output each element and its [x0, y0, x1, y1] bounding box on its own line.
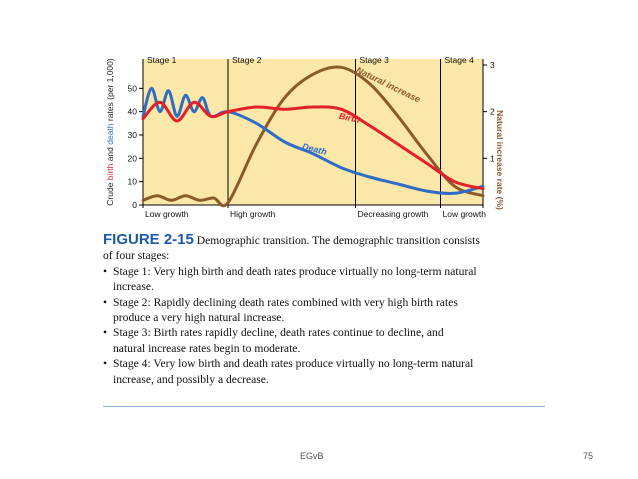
- left-tick-label-0: 0: [132, 200, 137, 210]
- stage-1-line2: increase.: [113, 280, 154, 294]
- right-tick-label-3: 3: [490, 60, 495, 70]
- growth-label-3: Decreasing growth: [358, 209, 429, 219]
- ylabel-part-death: death: [105, 123, 115, 145]
- ylabel-part-3: and: [105, 145, 115, 164]
- natural-increase-line: [141, 65, 485, 208]
- stage-4-bullet: • Stage 4: Very low birth and death rates…: [103, 356, 548, 387]
- ylabel-part-birth: birth: [105, 163, 115, 180]
- stage-label-2: Stage 2: [232, 55, 262, 65]
- growth-label-2: High growth: [230, 209, 276, 219]
- caption-intro: FIGURE 2-15 Demographic transition. The …: [103, 232, 548, 264]
- slide-number: 75: [583, 451, 594, 461]
- stage-3-line1: Stage 3: Birth rates rapidly decline, de…: [113, 326, 444, 340]
- stage-1-line1: Stage 1: Very high birth and death rates…: [113, 264, 477, 278]
- stage-4-line2: increase, and possibly a decrease.: [113, 372, 269, 386]
- caption-divider: [103, 406, 545, 407]
- stage-3-line2: natural increase rates begin to moderate…: [113, 341, 301, 355]
- ylabel-part-1: Crude: [105, 180, 115, 206]
- bullet-dot: •: [103, 357, 108, 371]
- birth-series-label: Birth: [338, 111, 361, 125]
- left-tick-label-10: 10: [128, 177, 138, 187]
- caption-intro-line1: Demographic transition. The demographic …: [196, 234, 480, 247]
- left-tick-label-30: 30: [128, 130, 138, 140]
- caption-intro-line2: of four stages:: [103, 249, 170, 263]
- bullet-dot: •: [103, 326, 108, 340]
- right-tick-label-1: 1: [490, 153, 495, 163]
- right-tick-label-2: 2: [490, 107, 495, 117]
- plot-background: [143, 59, 483, 205]
- footer-author: EGvB: [300, 451, 324, 461]
- y-axis-right-title: Natural increase rate (%): [495, 110, 505, 210]
- stage-1-bullet: • Stage 1: Very high birth and death rate…: [103, 264, 548, 295]
- y-axis-left-title: Crude birth and death rates (per 1,000): [105, 58, 115, 206]
- stage-2-bullet: • Stage 2: Rapidly declining death rates …: [103, 295, 548, 326]
- stage-label-1: Stage 1: [147, 55, 177, 65]
- figure-caption: FIGURE 2-15 Demographic transition. The …: [103, 232, 548, 387]
- growth-label-4: Low growth: [443, 209, 487, 219]
- figure-number: FIGURE 2-15: [103, 231, 194, 248]
- stage-label-4: Stage 4: [445, 55, 475, 65]
- left-tick-label-50: 50: [128, 83, 138, 93]
- left-tick-label-20: 20: [128, 153, 138, 163]
- bullet-dot: •: [103, 295, 108, 309]
- growth-label-1: Low growth: [145, 209, 189, 219]
- bullet-dot: •: [103, 264, 108, 278]
- birth-line: [141, 100, 485, 191]
- stage-4-line1: Stage 4: Very low birth and death rates …: [113, 357, 474, 371]
- stage-2-line1: Stage 2: Rapidly declining death rates c…: [113, 295, 458, 309]
- demographic-transition-chart: Crude birth and death rates (per 1,000) …: [105, 55, 505, 219]
- stage-2-line2: produce a very high natural increase.: [113, 311, 285, 325]
- svg-text:Crude birth and death rates (p: Crude birth and death rates (per 1,000): [105, 58, 115, 206]
- stage-bullet-list: • Stage 1: Very high birth and death rate…: [103, 264, 548, 387]
- chart-figure: Crude birth and death rates (per 1,000) …: [95, 42, 555, 410]
- ylabel-part-5: rates (per 1,000): [105, 58, 115, 123]
- stage-label-3: Stage 3: [360, 55, 390, 65]
- left-tick-label-40: 40: [128, 107, 138, 117]
- stage-3-bullet: • Stage 3: Birth rates rapidly decline, d…: [103, 325, 548, 356]
